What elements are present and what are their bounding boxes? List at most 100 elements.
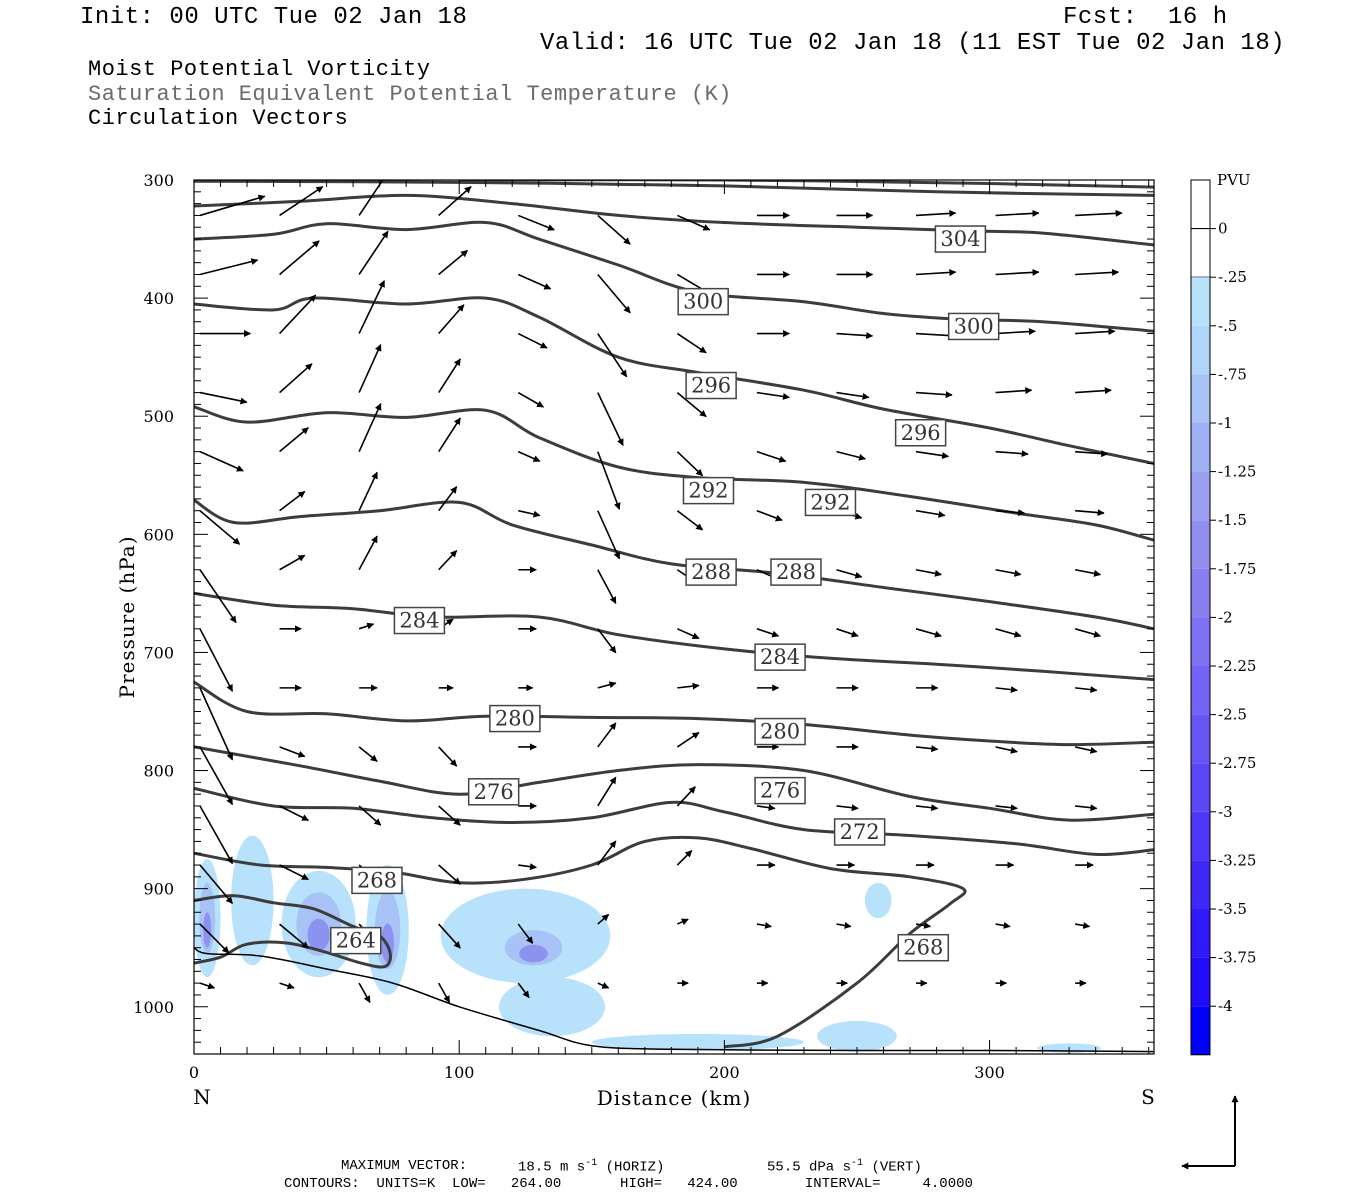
colorbar-swatch xyxy=(1191,568,1210,618)
max-vector-label: MAXIMUM VECTOR: xyxy=(341,1158,468,1174)
svg-text:296: 296 xyxy=(901,421,941,445)
circulation-vector xyxy=(676,731,700,748)
circulation-vector xyxy=(358,403,382,452)
circulation-vector xyxy=(358,343,382,393)
circulation-vector xyxy=(597,510,621,560)
contour-label: 268 xyxy=(897,933,950,962)
circulation-vector xyxy=(199,628,234,692)
theta-es-contour xyxy=(194,745,1154,822)
title-theta-es: Saturation Equivalent Potential Temperat… xyxy=(88,82,733,107)
circulation-vector xyxy=(517,273,552,290)
contour-label: 264 xyxy=(330,926,382,955)
y-tick-label: 400 xyxy=(143,289,174,308)
colorbar-swatch xyxy=(1191,957,1210,1007)
circulation-vector xyxy=(438,805,461,826)
y-tick-label: 1000 xyxy=(133,998,174,1017)
circulation-vector xyxy=(199,923,230,954)
colorbar-swatch xyxy=(1191,374,1210,423)
circulation-vector xyxy=(438,304,465,335)
y-tick-label: 500 xyxy=(143,407,174,426)
contour-label: 284 xyxy=(754,643,806,671)
colorbar-label: -3.25 xyxy=(1218,851,1256,869)
pv-negative-region xyxy=(864,882,892,919)
theta-es-contour xyxy=(194,180,1154,197)
circulation-vector xyxy=(517,391,545,408)
pv-negative-region xyxy=(591,1033,804,1051)
x-axis-north-label: N xyxy=(193,1085,211,1109)
circulation-vector xyxy=(358,280,386,334)
circulation-vector xyxy=(199,510,241,545)
circulation-vector xyxy=(756,804,776,812)
circulation-vector xyxy=(279,363,313,394)
title-mpv: Moist Potential Vorticity xyxy=(88,57,431,82)
circulation-vector xyxy=(1075,804,1098,812)
circulation-vector xyxy=(676,510,704,531)
colorbar-swatch xyxy=(1191,860,1210,909)
contour-label: 296 xyxy=(685,371,737,400)
x-axis-south-label: S xyxy=(1141,1085,1155,1109)
circulation-vector xyxy=(677,682,700,690)
circulation-vector xyxy=(199,864,234,904)
theta-es-contour xyxy=(194,220,1154,333)
colorbar-label: -1.25 xyxy=(1218,463,1256,481)
theta-es-contour xyxy=(194,296,1154,465)
forecast-hour: 16 h xyxy=(1168,4,1228,31)
x-tick-label: 100 xyxy=(444,1063,475,1082)
circulation-vector xyxy=(1074,746,1098,754)
circulation-vector xyxy=(915,628,942,638)
theta-es-contour xyxy=(194,680,1154,747)
circulation-vector xyxy=(438,358,461,394)
circulation-vector xyxy=(279,746,306,758)
pv-negative-region xyxy=(231,835,274,966)
circulation-vector xyxy=(279,185,324,217)
circulation-vector xyxy=(358,805,382,826)
svg-text:280: 280 xyxy=(760,720,800,744)
x-tick-label: 300 xyxy=(974,1063,1005,1082)
circulation-vector xyxy=(517,923,534,944)
circulation-vector xyxy=(915,568,942,577)
circulation-vector xyxy=(995,450,1029,458)
colorbar-swatch xyxy=(1191,277,1210,326)
colorbar-label: 0 xyxy=(1218,220,1228,238)
x-axis-title: Distance (km) xyxy=(597,1086,752,1110)
circulation-vector xyxy=(1075,686,1098,694)
colorbar-swatch xyxy=(1190,179,1211,230)
svg-text:304: 304 xyxy=(940,227,980,251)
colorbar-swatch xyxy=(1191,763,1210,812)
svg-text:288: 288 xyxy=(691,560,731,584)
svg-text:296: 296 xyxy=(691,374,731,398)
circulation-vector xyxy=(199,982,216,990)
circulation-vector xyxy=(1074,568,1102,577)
colorbar-swatch xyxy=(1191,520,1210,569)
colorbar-swatch xyxy=(1191,617,1210,666)
circulation-vector xyxy=(517,450,541,462)
circulation-vector xyxy=(279,805,309,822)
circulation-vector xyxy=(836,804,859,812)
x-tick-label: 0 xyxy=(189,1063,199,1082)
colorbar-swatch xyxy=(1191,325,1210,375)
circulation-vector xyxy=(676,850,693,866)
colorbar-swatch xyxy=(1191,811,1210,861)
circulation-vector xyxy=(358,982,371,1003)
circulation-vector xyxy=(676,391,707,418)
circulation-vector xyxy=(597,392,624,447)
circulation-vector xyxy=(756,450,787,463)
contour-label: 292 xyxy=(804,488,857,517)
colorbar-label: -1 xyxy=(1218,414,1233,432)
circulation-vector xyxy=(438,864,461,885)
circulation-vector xyxy=(756,391,790,400)
colorbar-label: -3 xyxy=(1218,803,1233,821)
forecast-label: Fcst: xyxy=(1063,4,1138,31)
svg-text:292: 292 xyxy=(810,490,850,514)
svg-text:284: 284 xyxy=(399,609,439,633)
circulation-vector xyxy=(199,805,234,865)
circulation-vector xyxy=(995,209,1040,217)
circulation-vector xyxy=(358,180,384,216)
svg-text:272: 272 xyxy=(840,820,880,844)
circulation-vector xyxy=(677,918,689,926)
circulation-vector xyxy=(915,804,939,812)
colorbar-label: -2.5 xyxy=(1218,706,1247,724)
circulation-vector xyxy=(676,332,707,354)
circulation-vector xyxy=(517,332,548,349)
circulation-vector xyxy=(836,628,859,638)
